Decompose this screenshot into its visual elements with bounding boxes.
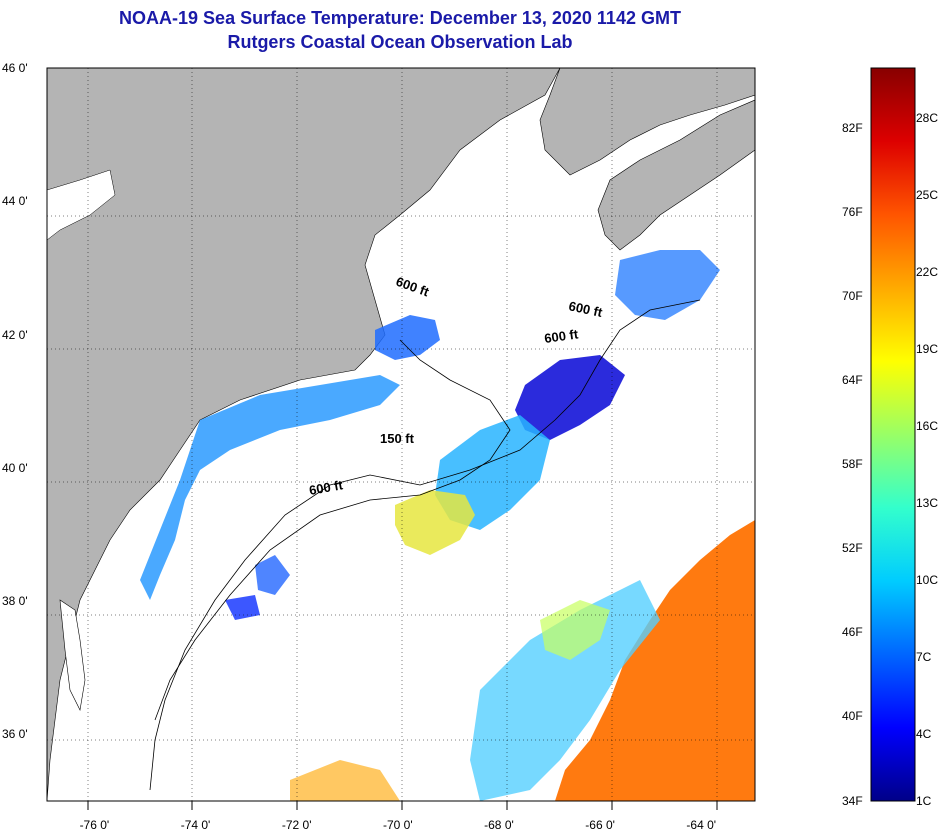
sst-patch-2 <box>225 595 260 620</box>
colorbar-label-f: 82F <box>842 121 863 135</box>
colorbar-label-f: 52F <box>842 541 863 555</box>
lake-region <box>47 169 116 241</box>
colorbar-label-c: 16C <box>916 419 939 433</box>
map-title: NOAA-19 Sea Surface Temperature: Decembe… <box>119 8 681 28</box>
colorbar-label-c: 22C <box>916 265 939 279</box>
colorbar-label-c: 25C <box>916 188 939 202</box>
lon-tick-label: -68 0' <box>484 818 514 832</box>
isobath-600ft <box>149 299 701 791</box>
colorbar-label-c: 1C <box>916 794 932 808</box>
lon-tick-label: -72 0' <box>281 818 312 832</box>
lat-tick-label: 38 0' <box>2 594 28 609</box>
sst-gulf-stream <box>555 520 755 801</box>
colorbar-label-f: 76F <box>842 205 863 219</box>
map-frame <box>46 67 756 802</box>
lat-tick-label: 42 0' <box>2 327 28 342</box>
sst-south-patch <box>290 760 400 801</box>
land-us-mainland <box>47 68 561 801</box>
sst-coastal-band <box>140 375 400 600</box>
colorbar-label-c: 19C <box>916 342 939 356</box>
lon-tick-label: -74 0' <box>180 818 211 832</box>
colorbar <box>870 67 916 802</box>
lon-tick-label: -76 0' <box>79 818 110 832</box>
colorbar-label-c: 28C <box>916 111 939 125</box>
sst-slope-mix <box>470 580 660 801</box>
isobath-label: 600 ft <box>308 477 345 498</box>
lat-tick-label: 44 0' <box>2 194 28 209</box>
land-nova-scotia <box>597 99 755 251</box>
land-canada <box>539 68 755 176</box>
sst-georges-bank <box>515 355 625 440</box>
isobath-150ft <box>154 339 511 721</box>
colorbar-label-f: 58F <box>842 457 863 471</box>
colorbar-label-f: 34F <box>842 794 863 808</box>
colorbar-label-f: 40F <box>842 709 863 723</box>
colorbar-label-c: 7C <box>916 650 932 664</box>
colorbar-label-c: 10C <box>916 573 939 587</box>
colorbar-label-c: 13C <box>916 496 939 510</box>
colorbar-label-f: 46F <box>842 625 863 639</box>
sst-shelf-east <box>615 250 720 320</box>
colorbar-label-c: 4C <box>916 727 932 741</box>
colorbar-label-f: 70F <box>842 289 863 303</box>
lat-tick-label: 36 0' <box>2 727 28 742</box>
lon-tick-label: -70 0' <box>383 818 413 832</box>
sst-warm-patch <box>395 490 475 555</box>
sst-slope-warm <box>540 600 610 660</box>
isobath-label: 150 ft <box>380 431 415 446</box>
lon-tick-label: -66 0' <box>585 818 615 832</box>
isobath-label: 600 ft <box>543 326 579 346</box>
sst-patch-1 <box>255 555 290 595</box>
isobath-label: 600 ft <box>567 298 604 320</box>
lat-tick-label: 40 0' <box>2 460 28 475</box>
colorbar-label-f: 64F <box>842 373 863 387</box>
map-subtitle: Rutgers Coastal Ocean Observation Lab <box>227 32 573 52</box>
ticks <box>87 801 718 810</box>
lat-tick-label: 46 0' <box>2 61 28 75</box>
lon-tick-label: -64 0' <box>686 818 717 832</box>
